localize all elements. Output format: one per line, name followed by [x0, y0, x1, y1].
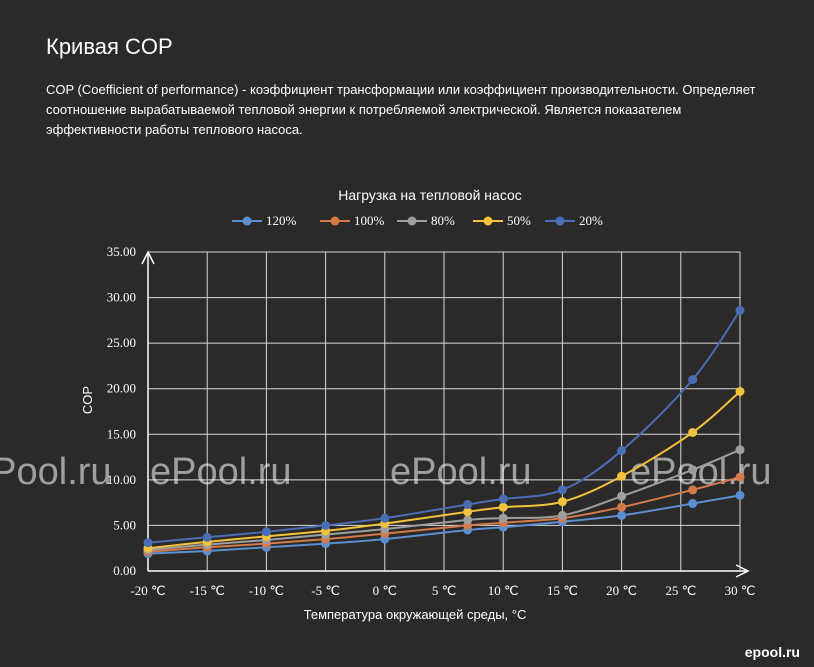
x-tick-label: 10 ℃ [488, 583, 519, 598]
legend-marker [407, 216, 417, 226]
data-point [617, 491, 627, 501]
legend-item: 20% [545, 213, 603, 228]
y-tick-label: 35.00 [107, 244, 136, 259]
data-point [735, 386, 745, 396]
data-point [380, 513, 390, 523]
x-tick-label: 0 ℃ [373, 583, 397, 598]
chart-series [143, 305, 745, 559]
data-point [688, 465, 698, 475]
x-tick-label: 15 ℃ [547, 583, 578, 598]
legend-item: 50% [473, 213, 531, 228]
data-point [498, 513, 508, 523]
x-tick-label: 30 ℃ [725, 583, 756, 598]
data-point [557, 510, 567, 520]
series-20-pct [143, 305, 745, 548]
y-tick-label: 5.00 [113, 517, 136, 532]
legend-item: 120% [232, 213, 297, 228]
x-tick-label: -20 ℃ [130, 583, 165, 598]
data-point [735, 490, 745, 500]
legend-label: 100% [354, 213, 385, 228]
page-title: Кривая COP [46, 34, 173, 59]
chart-axes [141, 250, 750, 578]
data-point [617, 502, 627, 512]
y-tick-label: 0.00 [113, 563, 136, 578]
legend-item: 100% [320, 213, 385, 228]
y-tick-label: 20.00 [107, 381, 136, 396]
legend-label: 20% [579, 213, 603, 228]
data-point [498, 502, 508, 512]
x-axis-label: Температура окружающей среды, °C [304, 607, 527, 622]
legend-label: 120% [266, 213, 297, 228]
watermark-text: ePool.ru [0, 451, 112, 493]
data-point [143, 538, 153, 548]
data-point [321, 520, 331, 530]
data-point [557, 497, 567, 507]
x-axis-arrow [735, 564, 750, 578]
x-tick-label: 5 ℃ [432, 583, 456, 598]
y-axis-arrow [141, 250, 155, 265]
data-point [688, 485, 698, 495]
data-point [735, 445, 745, 455]
page-description: COP (Coefficient of performance) - коэфф… [46, 82, 756, 137]
x-tick-label: -15 ℃ [190, 583, 225, 598]
legend-item: 80% [397, 213, 455, 228]
data-point [498, 494, 508, 504]
watermarks: ePool.ru ePool.ru ePool.ru ePool.ru [0, 451, 772, 493]
chart-title: Нагрузка на тепловой насос [338, 187, 522, 203]
data-point [463, 515, 473, 525]
data-point [617, 446, 627, 456]
legend-marker [555, 216, 565, 226]
corner-logo: epool.ru [744, 644, 800, 660]
chart-legend: 120% 100% 80% 50% 20% [232, 213, 603, 228]
data-point [261, 527, 271, 537]
watermark-text: ePool.ru [630, 451, 772, 493]
legend-marker [242, 216, 252, 226]
watermark-text: ePool.ru [390, 451, 532, 493]
data-point [688, 499, 698, 509]
data-point [688, 427, 698, 437]
chart-ticks: 0.00 5.00 10.00 15.00 20.00 25.00 30.00 35.00 -2… [107, 244, 756, 598]
series-line [147, 309, 741, 544]
x-tick-label: -10 ℃ [249, 583, 284, 598]
y-tick-label: 25.00 [107, 335, 136, 350]
y-tick-label: 10.00 [107, 472, 136, 487]
legend-label: 50% [507, 213, 531, 228]
y-tick-label: 15.00 [107, 426, 136, 441]
data-point [735, 305, 745, 315]
legend-marker [330, 216, 340, 226]
data-point [617, 510, 627, 520]
data-point [735, 472, 745, 482]
watermark-text: ePool.ru [150, 451, 292, 493]
data-point [617, 471, 627, 481]
data-point [557, 485, 567, 495]
x-tick-label: -5 ℃ [311, 583, 340, 598]
data-point [463, 499, 473, 509]
legend-label: 80% [431, 213, 455, 228]
legend-marker [483, 216, 493, 226]
data-point [688, 375, 698, 385]
y-axis-label: COP [80, 386, 95, 414]
x-tick-label: 25 ℃ [665, 583, 696, 598]
x-tick-label: 20 ℃ [606, 583, 637, 598]
data-point [202, 532, 212, 542]
data-point [463, 507, 473, 517]
y-tick-label: 30.00 [107, 290, 136, 305]
